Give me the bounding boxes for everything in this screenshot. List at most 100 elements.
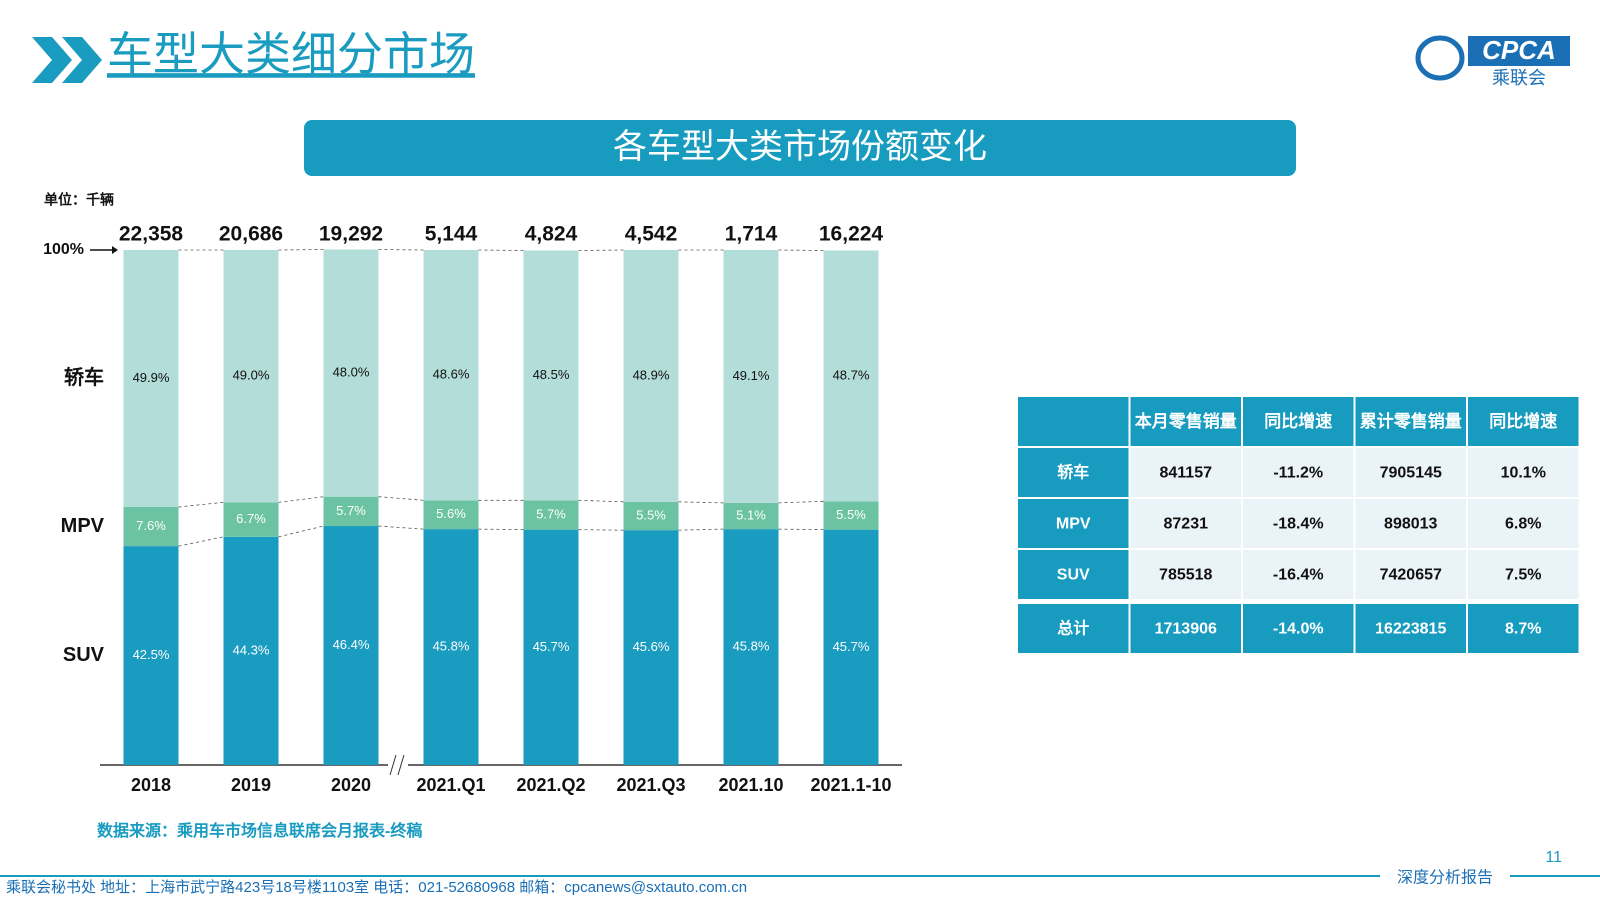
total-label: 19,292	[319, 223, 383, 246]
value-label: 7.6%	[136, 518, 166, 533]
value-label: 5.5%	[636, 507, 666, 522]
value-label: 45.7%	[833, 639, 870, 654]
cell	[1130, 550, 1241, 599]
header-text: 累计零售销量	[1360, 411, 1462, 431]
value-label: 5.1%	[736, 507, 766, 522]
cell-text: 总计	[1057, 619, 1089, 638]
header-cell	[1130, 397, 1241, 446]
connector	[278, 249, 324, 251]
cell-text: 6.8%	[1505, 516, 1541, 533]
bar-segment	[523, 250, 579, 501]
unit-label: 单位：千辆	[44, 192, 114, 208]
x-tick-label: 2021.Q1	[416, 775, 485, 795]
bar-segment	[323, 496, 379, 527]
connector	[178, 501, 224, 508]
connector	[478, 528, 524, 531]
series-label: SUV	[63, 644, 105, 666]
tick-arrow-head	[112, 246, 118, 254]
cell-text: 785518	[1159, 567, 1212, 584]
value-label: 46.4%	[333, 637, 370, 652]
cell	[1243, 448, 1354, 497]
bar-segment	[423, 529, 479, 765]
cell-text: 898013	[1384, 516, 1437, 533]
axis-break	[389, 754, 397, 776]
cell-text: 10.1%	[1501, 465, 1546, 482]
bar-segment	[523, 529, 579, 765]
source: 数据来源：乘用车市场信息联席会月报表-终稿	[97, 821, 422, 840]
header-cell	[1355, 397, 1466, 446]
value-label: 5.7%	[336, 503, 366, 518]
cell-text: 841157	[1159, 465, 1212, 482]
connector	[578, 249, 624, 251]
header-text: 同比增速	[1264, 411, 1332, 431]
value-label: 6.7%	[236, 511, 266, 526]
page-number: 11	[1545, 849, 1562, 866]
bar-segment	[223, 250, 279, 503]
value-label: 45.6%	[633, 639, 670, 654]
bar-segment	[423, 250, 479, 501]
cell	[1468, 448, 1579, 497]
value-label: 44.3%	[233, 642, 270, 657]
connector	[678, 501, 724, 504]
connector	[778, 249, 824, 251]
logo-box	[1468, 36, 1570, 66]
cell-text: 16223815	[1375, 621, 1446, 638]
connector	[778, 500, 824, 504]
cell-text: -14.0%	[1273, 621, 1324, 638]
cell-text: 7.5%	[1505, 567, 1541, 584]
axis-break	[397, 754, 405, 776]
cell	[1468, 604, 1579, 653]
cell	[1355, 604, 1466, 653]
value-label: 49.0%	[233, 368, 270, 383]
logo-mark	[1415, 35, 1465, 81]
x-tick-label: 2021.Q2	[516, 775, 585, 795]
bar-segment	[623, 501, 679, 531]
logo-sub: 乘联会	[1492, 68, 1546, 88]
cell	[1468, 499, 1579, 548]
value-label: 48.0%	[333, 365, 370, 380]
bar-segment	[223, 502, 279, 537]
value-label: 48.7%	[833, 367, 870, 382]
footer-contact: 乘联会秘书处 地址：上海市武宁路423号18号楼1103室 电话：021-526…	[6, 879, 747, 896]
total-label: 16,224	[819, 223, 884, 246]
y-tick-label: 100%	[43, 241, 84, 258]
connector	[378, 496, 424, 501]
bar-segment	[723, 250, 779, 503]
connector	[278, 496, 324, 503]
header-text: 本月零售销量	[1135, 411, 1237, 431]
cell	[1018, 604, 1129, 653]
header-cell	[1243, 397, 1354, 446]
connector	[478, 249, 524, 251]
cell-text: 7905145	[1380, 465, 1442, 482]
x-tick-label: 2021.1-10	[810, 775, 891, 795]
banner-text: 各车型大类市场份额变化	[613, 128, 987, 166]
value-label: 5.5%	[836, 507, 866, 522]
bar-segment	[723, 529, 779, 765]
value-label: 49.9%	[133, 370, 170, 385]
total-label: 20,686	[219, 223, 283, 246]
connector	[578, 529, 624, 531]
value-label: 49.1%	[733, 368, 770, 383]
x-tick-label: 2021.10	[718, 775, 783, 795]
cell-text: 1713906	[1155, 621, 1217, 638]
cell	[1243, 550, 1354, 599]
total-label: 4,824	[525, 223, 578, 246]
bar-segment	[823, 529, 879, 765]
bar-segment	[423, 500, 479, 530]
cell	[1243, 604, 1354, 653]
bar-segment	[623, 530, 679, 765]
connector	[278, 525, 324, 538]
total-label: 1,714	[725, 223, 778, 246]
bar-segment	[223, 536, 279, 765]
cell	[1018, 499, 1129, 548]
cell-text: -18.4%	[1273, 516, 1324, 533]
value-label: 48.5%	[533, 367, 570, 382]
bar-segment	[723, 502, 779, 530]
x-tick-label: 2021.Q3	[616, 775, 685, 795]
value-label: 45.8%	[733, 639, 770, 654]
total-label: 22,358	[119, 223, 184, 246]
connector	[378, 249, 424, 251]
header-text: 同比增速	[1489, 411, 1557, 431]
cell	[1018, 550, 1129, 599]
